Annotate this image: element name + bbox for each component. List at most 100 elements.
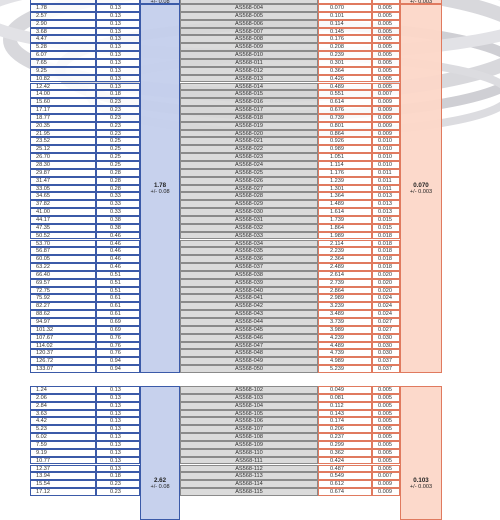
id-mm-tolerance: 0.28 (96, 176, 140, 185)
cross-section-in-tolerance: +/- 0.003 (409, 0, 433, 4)
id-mm-tolerance: 0.33 (96, 192, 140, 201)
as568-number: AS568-026 (180, 176, 318, 185)
id-mm: 50.52 (30, 231, 96, 240)
id-mm: 37.82 (30, 200, 96, 209)
id-inch: 0.112 (318, 401, 372, 410)
cross-section-mm-tolerance: +/- 0.08 (150, 0, 170, 4)
id-inch-tolerance: 0.007 (372, 90, 400, 99)
id-mm: 12.37 (30, 464, 96, 473)
as568-number: AS568-040 (180, 286, 318, 295)
id-mm-tolerance: 0.18 (96, 90, 140, 99)
id-inch-tolerance: 0.037 (372, 357, 400, 366)
id-inch: 0.487 (318, 464, 372, 473)
id-mm: 14.00 (30, 90, 96, 99)
id-mm-tolerance: 0.51 (96, 278, 140, 287)
id-inch-tolerance: 0.027 (372, 318, 400, 326)
id-mm: 21.95 (30, 129, 96, 138)
id-inch-tolerance: 0.015 (372, 223, 400, 232)
id-mm: 6.07 (30, 51, 96, 59)
id-mm-tolerance: 0.76 (96, 333, 140, 342)
id-inch-tolerance: 0.011 (372, 168, 400, 177)
id-mm: 17.17 (30, 106, 96, 114)
id-mm-tolerance: 0.23 (96, 98, 140, 107)
id-inch: 0.114 (318, 19, 372, 28)
as568-number: AS568-018 (180, 113, 318, 122)
id-inch: 0.424 (318, 456, 372, 465)
as568-number: AS568-031 (180, 215, 318, 224)
id-inch-tolerance: 0.005 (372, 82, 400, 91)
id-mm: 107.67 (30, 333, 96, 342)
id-mm-tolerance: 0.51 (96, 270, 140, 279)
id-inch-tolerance: 0.005 (372, 401, 400, 410)
id-mm-tolerance: 0.13 (96, 393, 140, 402)
id-mm-tolerance: 0.25 (96, 137, 140, 146)
id-inch: 2.989 (318, 294, 372, 303)
id-mm: 7.59 (30, 440, 96, 449)
as568-number: AS568-047 (180, 341, 318, 350)
id-mm-tolerance: 0.23 (96, 106, 140, 114)
id-inch: 0.989 (318, 145, 372, 154)
id-mm-tolerance: 0.69 (96, 325, 140, 334)
id-mm: 75.92 (30, 294, 96, 303)
id-inch: 1.864 (318, 223, 372, 232)
id-mm: 2.06 (30, 393, 96, 402)
id-inch-tolerance: 0.018 (372, 239, 400, 248)
cross-section-mm-cell: +/- 0.08 (140, 0, 180, 4)
id-inch: 0.237 (318, 433, 372, 441)
id-inch: 0.364 (318, 66, 372, 75)
id-inch: 2.614 (318, 270, 372, 279)
id-mm: 60.05 (30, 255, 96, 264)
id-mm-tolerance: 0.13 (96, 66, 140, 75)
id-mm-tolerance: 0.13 (96, 27, 140, 36)
id-mm-tolerance: 0.13 (96, 440, 140, 449)
as568-number: AS568-105 (180, 409, 318, 418)
as568-number: AS568-007 (180, 27, 318, 36)
id-inch: 0.676 (318, 106, 372, 114)
cross-section-mm-tolerance: +/- 0.08 (150, 484, 170, 490)
id-inch-tolerance: 0.024 (372, 302, 400, 311)
id-inch: 0.049 (318, 386, 372, 394)
id-inch-tolerance: 0.020 (372, 286, 400, 295)
id-inch-tolerance: 0.005 (372, 27, 400, 36)
id-mm-tolerance: 0.61 (96, 310, 140, 318)
id-inch-tolerance: 0.005 (372, 11, 400, 20)
as568-number: AS568-112 (180, 464, 318, 473)
cross-section-in: 0.103 (413, 477, 429, 484)
as568-number: AS568-046 (180, 333, 318, 342)
id-mm-tolerance: 0.13 (96, 464, 140, 473)
as568-number: AS568-033 (180, 231, 318, 240)
id-inch: 3.739 (318, 318, 372, 326)
id-mm-tolerance: 0.13 (96, 43, 140, 52)
as568-number: AS568-023 (180, 153, 318, 161)
id-inch-tolerance: 0.013 (372, 200, 400, 209)
id-inch: 3.989 (318, 325, 372, 334)
id-mm: 44.17 (30, 215, 96, 224)
id-inch: 0.614 (318, 98, 372, 107)
as568-number: AS568-109 (180, 440, 318, 449)
as568-number: AS568-028 (180, 192, 318, 201)
id-inch-tolerance: 0.030 (372, 333, 400, 342)
as568-number: AS568-017 (180, 106, 318, 114)
id-inch-tolerance: 0.005 (372, 433, 400, 441)
id-mm-tolerance: 0.13 (96, 456, 140, 465)
id-mm: 5.28 (30, 43, 96, 52)
id-inch-tolerance: 0.009 (372, 480, 400, 489)
id-inch-tolerance: 0.018 (372, 263, 400, 271)
as568-number: AS568-024 (180, 161, 318, 169)
as568-number: AS568-029 (180, 200, 318, 209)
id-mm: 1.24 (30, 386, 96, 394)
id-mm: 4.42 (30, 417, 96, 426)
cross-section-in-cell: +/- 0.003 (400, 0, 442, 4)
as568-number: AS568-012 (180, 66, 318, 75)
cross-section-in-cell: 0.070 +/- 0.003 (400, 4, 442, 373)
id-inch-tolerance: 0.005 (372, 456, 400, 465)
id-inch: 0.301 (318, 58, 372, 67)
id-inch: 1.489 (318, 200, 372, 209)
id-mm-tolerance: 0.13 (96, 11, 140, 20)
id-inch-tolerance (372, 0, 400, 4)
as568-number: AS568-041 (180, 294, 318, 303)
id-inch-tolerance: 0.005 (372, 66, 400, 75)
id-mm: 10.77 (30, 456, 96, 465)
id-inch: 1.239 (318, 176, 372, 185)
